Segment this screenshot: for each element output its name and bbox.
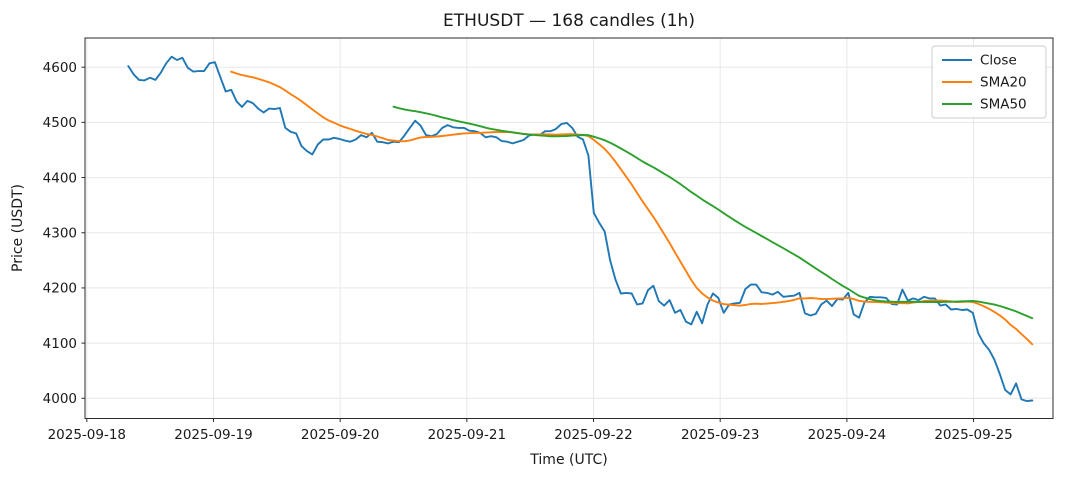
close-line xyxy=(127,55,1034,403)
legend-box xyxy=(931,45,1047,119)
sma20-line xyxy=(230,70,1034,346)
sma50-line xyxy=(392,105,1034,320)
plot-frame xyxy=(84,37,1054,419)
gridlines xyxy=(85,38,1053,419)
x-tick-label: 2025-09-19 xyxy=(174,427,252,443)
y-tick-label: 4200 xyxy=(43,281,77,297)
legend-label-close: Close xyxy=(980,53,1017,69)
y-tick-label: 4500 xyxy=(43,115,77,131)
y-tick-label: 4600 xyxy=(43,60,77,76)
x-tick-label: 2025-09-24 xyxy=(808,427,886,443)
x-axis-label: Time (UTC) xyxy=(529,452,607,468)
y-axis-label: Price (USDT) xyxy=(10,184,26,272)
x-tick-label: 2025-09-21 xyxy=(428,427,506,443)
y-tick-label: 4000 xyxy=(43,391,77,407)
series-lines xyxy=(127,55,1034,403)
chart-title: ETHUSDT — 168 candles (1h) xyxy=(443,11,695,31)
y-tick-label: 4100 xyxy=(43,336,77,352)
x-tick-label: 2025-09-25 xyxy=(934,427,1012,443)
y-tick-label: 4300 xyxy=(43,225,77,241)
y-tick-label: 4400 xyxy=(43,170,77,186)
legend-label-sma20: SMA20 xyxy=(980,75,1027,91)
x-tick-label: 2025-09-20 xyxy=(301,427,379,443)
legend: Close SMA20 SMA50 xyxy=(931,45,1047,119)
axes: 4000 4100 4200 4300 4400 4500 4600 2025-09-18 20… xyxy=(43,37,1054,443)
x-tick-label: 2025-09-23 xyxy=(681,427,759,443)
legend-label-sma50: SMA50 xyxy=(980,97,1027,113)
x-tick-label: 2025-09-18 xyxy=(48,427,126,443)
x-tick-label: 2025-09-22 xyxy=(554,427,632,443)
